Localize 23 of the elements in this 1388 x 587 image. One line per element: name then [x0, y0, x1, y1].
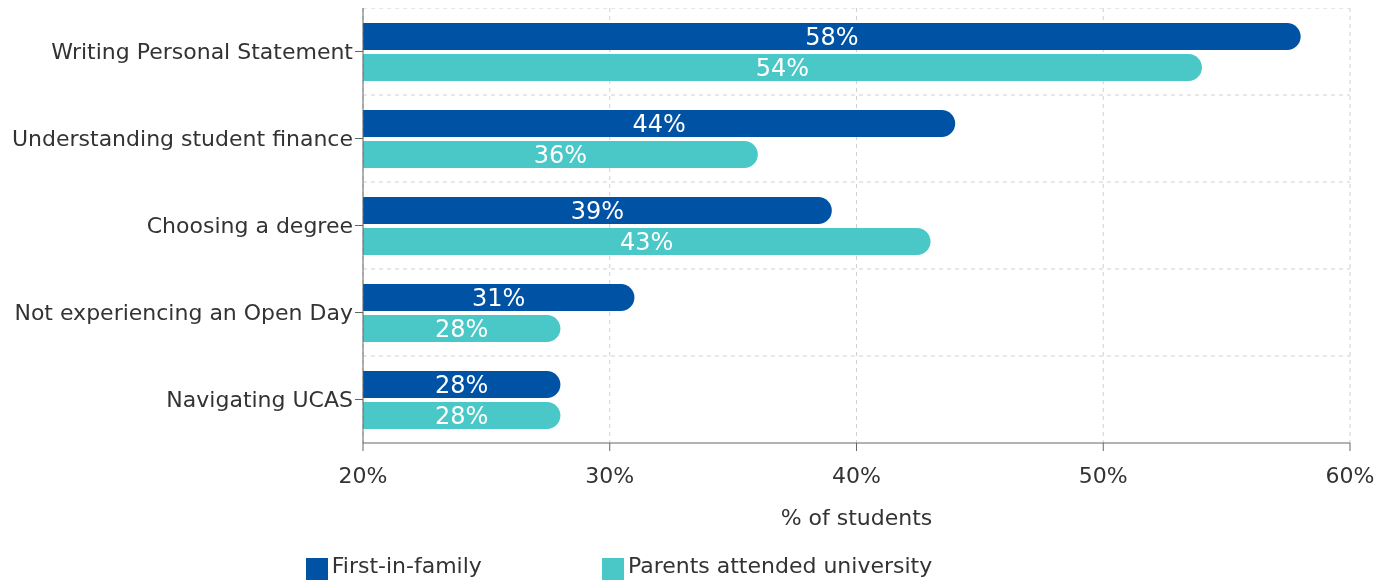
data-label: 36%: [533, 141, 588, 170]
y-tick-label: Choosing a degree: [146, 213, 353, 239]
data-label: 44%: [632, 110, 686, 139]
y-tick-label: Understanding student finance: [11, 126, 353, 152]
y-tick-label: Writing Personal Statement: [51, 39, 354, 65]
x-tick-label: 60%: [1325, 462, 1375, 488]
x-tick-label: 30%: [585, 462, 635, 488]
data-label: 28%: [435, 371, 489, 400]
data-label: 58%: [805, 23, 859, 52]
y-tick-label: Navigating UCAS: [166, 387, 353, 413]
data-label: 54%: [755, 54, 810, 83]
legend-label: Parents attended university: [627, 553, 933, 578]
x-tick-label: 40%: [832, 462, 881, 488]
data-label: 43%: [620, 228, 674, 257]
x-tick-label: 50%: [1078, 462, 1128, 488]
legend-label: First-in-family: [331, 553, 482, 578]
data-label: 28%: [435, 315, 489, 344]
x-axis-title: % of students: [780, 505, 933, 530]
data-label: 28%: [435, 402, 489, 431]
x-tick-label: 20%: [338, 462, 388, 488]
y-tick-label: Not experiencing an Open Day: [14, 300, 353, 326]
data-label: 39%: [570, 197, 625, 226]
data-label: 31%: [472, 284, 526, 313]
